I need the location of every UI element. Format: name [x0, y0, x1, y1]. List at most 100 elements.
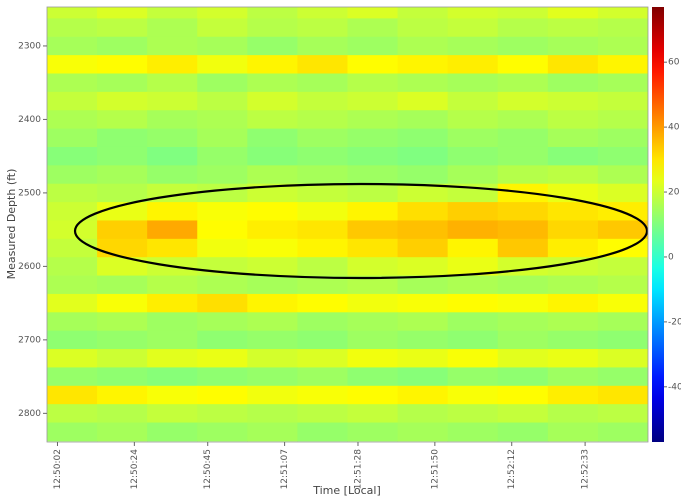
heatmap-cell [498, 367, 549, 386]
heatmap-cell [247, 110, 298, 129]
heatmap-cell [498, 92, 549, 111]
heatmap-cell [598, 92, 649, 111]
heatmap-cell [147, 331, 198, 350]
x-tick-label: 12:52:12 [507, 449, 517, 489]
heatmap-cell [498, 294, 549, 313]
heatmap-cell [498, 18, 549, 37]
heatmap-cell [97, 92, 148, 111]
heatmap-cell [197, 18, 248, 37]
heatmap-cell [548, 110, 599, 129]
heatmap-cell [498, 165, 549, 184]
heatmap-cell [247, 404, 298, 423]
heatmap-cell [548, 349, 599, 368]
heatmap-cell [47, 92, 98, 111]
heatmap-cell [448, 220, 499, 239]
heatmap-cell [147, 18, 198, 37]
heatmap-cell [297, 165, 348, 184]
heatmap-cell [598, 147, 649, 166]
heatmap-cell [297, 349, 348, 368]
heatmap-cell [97, 184, 148, 203]
heatmap-cell [498, 404, 549, 423]
heatmap-cell [147, 367, 198, 386]
heatmap-cell [297, 110, 348, 129]
heatmap-cell [348, 37, 399, 56]
heatmap-cell [297, 423, 348, 442]
heatmap-cell [548, 37, 599, 56]
heatmap-cell [398, 331, 449, 350]
heatmap-cell [348, 0, 399, 19]
heatmap-cell [247, 0, 298, 19]
heatmap-cell [247, 312, 298, 331]
heatmap-cell [498, 202, 549, 221]
heatmap-cell [548, 312, 599, 331]
heatmap-cell [348, 184, 399, 203]
heatmap-cell [548, 386, 599, 405]
heatmap-cell [197, 110, 248, 129]
heatmap-cell [147, 404, 198, 423]
heatmap-cell [398, 73, 449, 92]
heatmap-cell [498, 220, 549, 239]
heatmap-cell [598, 423, 649, 442]
heatmap-cell [47, 110, 98, 129]
heatmap-cell [147, 220, 198, 239]
heatmap-cell [247, 129, 298, 148]
heatmap-cell [398, 367, 449, 386]
heatmap-cell [598, 294, 649, 313]
heatmap-cell [97, 294, 148, 313]
colorbar [652, 7, 664, 442]
heatmap-cell [297, 367, 348, 386]
heatmap-cell [47, 37, 98, 56]
heatmap-cell [297, 0, 348, 19]
heatmap-cell [548, 147, 599, 166]
heatmap-cell [398, 202, 449, 221]
heatmap-cell [548, 423, 599, 442]
x-tick-label: 12:51:07 [280, 449, 290, 489]
heatmap-cell [147, 55, 198, 74]
heatmap-cell [398, 294, 449, 313]
heatmap-cell [498, 0, 549, 19]
heatmap-cell [548, 129, 599, 148]
heatmap-cell [297, 73, 348, 92]
heatmap-cell [97, 0, 148, 19]
x-tick-label: 12:52:33 [581, 449, 591, 489]
heatmap-cell [147, 37, 198, 56]
heatmap-cell [97, 239, 148, 258]
heatmap-cell [47, 73, 98, 92]
heatmap-cell [498, 239, 549, 258]
heatmap-cell [498, 276, 549, 295]
heatmap-cell [448, 202, 499, 221]
heatmap-cell [398, 147, 449, 166]
heatmap-cell [348, 202, 399, 221]
heatmap-cell [448, 129, 499, 148]
heatmap-cell [147, 349, 198, 368]
heatmap-cell [47, 184, 98, 203]
x-tick-label: 12:50:45 [203, 449, 213, 489]
heatmap-cell [548, 220, 599, 239]
heatmap-cell [247, 220, 298, 239]
heatmap-cell [548, 331, 599, 350]
heatmap-cell [598, 276, 649, 295]
heatmap-cell [448, 55, 499, 74]
heatmap-cell [498, 423, 549, 442]
heatmap-cell [448, 0, 499, 19]
heatmap-cell [47, 276, 98, 295]
heatmap-cell [498, 37, 549, 56]
heatmap-cell [147, 423, 198, 442]
heatmap-cell [598, 349, 649, 368]
colorbar-tick-label: 0 [668, 252, 674, 262]
heatmap-cell [147, 165, 198, 184]
heatmap-cell [97, 349, 148, 368]
heatmap-cell [47, 239, 98, 258]
heatmap-cell [147, 0, 198, 19]
colorbar-tick-label: 20 [668, 188, 680, 198]
heatmap-cell [197, 220, 248, 239]
heatmap-cell [47, 404, 98, 423]
heatmap-cell [348, 423, 399, 442]
heatmap-cell [598, 73, 649, 92]
heatmap-cell [197, 404, 248, 423]
heatmap-cell [598, 331, 649, 350]
heatmap-cell [498, 55, 549, 74]
heatmap-cell [197, 202, 248, 221]
heatmap-cell [448, 404, 499, 423]
x-axis-label: Time [Local] [312, 484, 381, 497]
